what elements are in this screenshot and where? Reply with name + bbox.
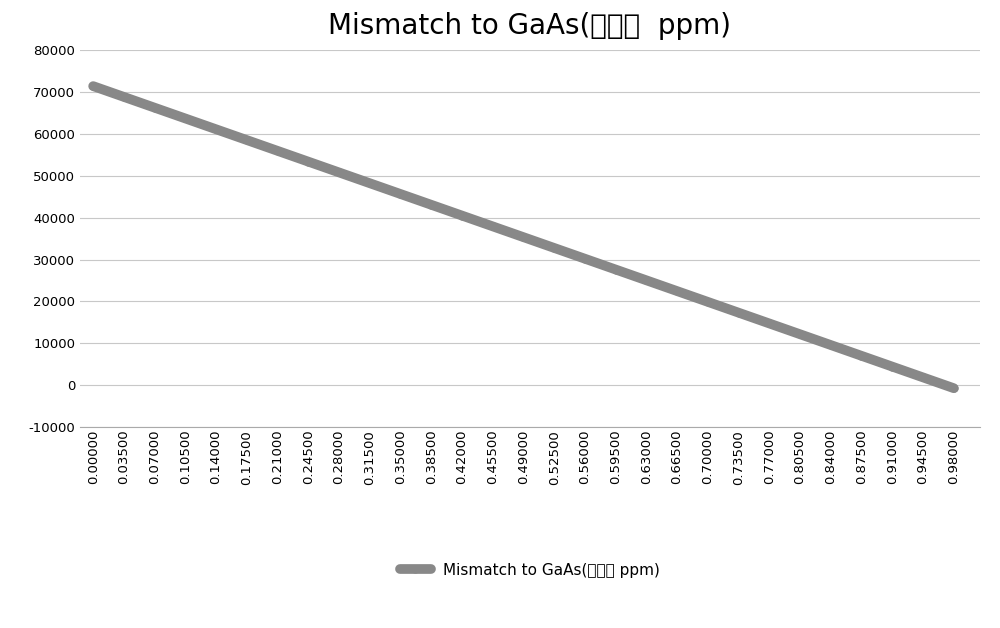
Mismatch to GaAs(单位： ppm) [179, 115, 191, 122]
Mismatch to GaAs(单位： ppm) [487, 222, 499, 230]
Mismatch to GaAs(单位： ppm) [425, 201, 437, 208]
Mismatch to GaAs(单位： ppm) [702, 298, 714, 306]
Legend: Mismatch to GaAs(单位： ppm): Mismatch to GaAs(单位： ppm) [400, 563, 660, 578]
Mismatch to GaAs(单位： ppm) [794, 330, 806, 338]
Mismatch to GaAs(单位： ppm) [948, 384, 960, 392]
Mismatch to GaAs(单位： ppm) [917, 374, 929, 381]
Title: Mismatch to GaAs(单位：  ppm): Mismatch to GaAs(单位： ppm) [328, 11, 732, 40]
Mismatch to GaAs(单位： ppm) [640, 276, 652, 284]
Mismatch to GaAs(单位： ppm) [364, 180, 376, 187]
Mismatch to GaAs(单位： ppm) [825, 341, 837, 349]
Mismatch to GaAs(单位： ppm) [886, 363, 898, 371]
Mismatch to GaAs(单位： ppm) [87, 82, 99, 90]
Mismatch to GaAs(单位： ppm) [210, 126, 222, 133]
Mismatch to GaAs(单位： ppm) [456, 212, 468, 219]
Mismatch to GaAs(单位： ppm) [548, 244, 560, 252]
Mismatch to GaAs(单位： ppm) [733, 309, 745, 317]
Mismatch to GaAs(单位： ppm) [579, 255, 591, 263]
Mismatch to GaAs(单位： ppm) [272, 147, 284, 154]
Line: Mismatch to GaAs(单位： ppm): Mismatch to GaAs(单位： ppm) [90, 83, 957, 392]
Mismatch to GaAs(单位： ppm) [671, 288, 683, 295]
Mismatch to GaAs(单位： ppm) [610, 266, 622, 273]
Mismatch to GaAs(单位： ppm) [855, 352, 867, 360]
Mismatch to GaAs(单位： ppm) [517, 234, 529, 241]
Mismatch to GaAs(单位： ppm) [763, 320, 775, 327]
Mismatch to GaAs(单位： ppm) [241, 136, 253, 144]
Mismatch to GaAs(单位： ppm) [302, 158, 314, 165]
Mismatch to GaAs(单位： ppm) [149, 104, 161, 111]
Mismatch to GaAs(单位： ppm) [118, 93, 130, 100]
Mismatch to GaAs(单位： ppm) [394, 190, 406, 198]
Mismatch to GaAs(单位： ppm) [333, 169, 345, 176]
